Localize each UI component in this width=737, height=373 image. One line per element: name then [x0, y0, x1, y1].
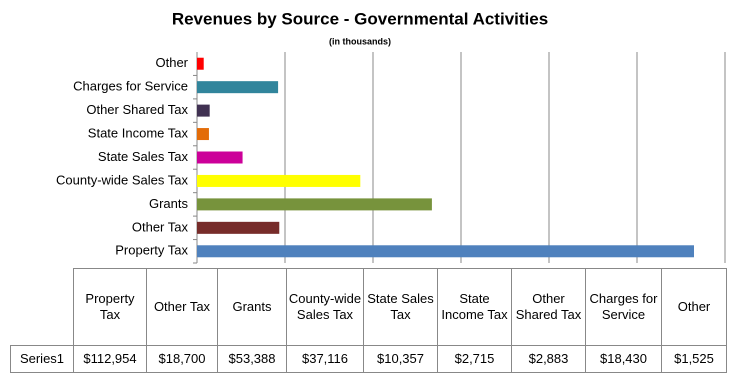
value-cell: $53,388 — [217, 345, 287, 373]
value-cell: $2,883 — [511, 345, 586, 373]
value-cell: $18,700 — [146, 345, 218, 373]
y-tick-label: State Income Tax — [88, 125, 189, 140]
value-cell: $18,430 — [585, 345, 662, 373]
y-tick-label: Property Tax — [115, 243, 188, 258]
column-header: Other Shared Tax — [511, 268, 586, 346]
data-table: Property Tax Other Tax Grants County-wide S… — [10, 268, 727, 373]
value-cell: $1,525 — [661, 345, 727, 373]
y-tick-label: Charges for Service — [73, 79, 188, 94]
column-header: Other — [661, 268, 727, 346]
value-cell: $37,116 — [286, 345, 364, 373]
bar — [197, 174, 361, 187]
column-header: State Sales Tax — [363, 268, 438, 346]
bar — [197, 221, 280, 234]
bar — [197, 128, 209, 141]
column-header: Charges for Service — [585, 268, 662, 346]
corner-cell — [10, 268, 74, 346]
y-tick-label: Other Tax — [132, 219, 189, 234]
bar — [197, 198, 432, 211]
series-label: Series1 — [10, 345, 74, 373]
data-row: Series1 $112,954 $18,700 $53,388 $37,116 $10,… — [10, 345, 727, 373]
column-header: County-wide Sales Tax — [286, 268, 364, 346]
value-cell: $10,357 — [363, 345, 438, 373]
column-header: Grants — [217, 268, 287, 346]
bar — [197, 245, 694, 258]
value-cell: $112,954 — [73, 345, 147, 373]
y-tick-label: County-wide Sales Tax — [56, 172, 188, 187]
column-header: Other Tax — [146, 268, 218, 346]
bar — [197, 151, 243, 164]
y-tick-label: Other — [155, 55, 188, 70]
y-tick-label: Other Shared Tax — [86, 102, 188, 117]
bar — [197, 81, 279, 94]
value-cell: $2,715 — [437, 345, 512, 373]
y-tick-label: Grants — [149, 196, 189, 211]
column-header: Property Tax — [73, 268, 147, 346]
chart-title: Revenues by Source - Governmental Activi… — [172, 9, 548, 28]
header-row: Property Tax Other Tax Grants County-wide S… — [10, 268, 727, 346]
column-header: State Income Tax — [437, 268, 512, 346]
y-tick-label: State Sales Tax — [98, 149, 189, 164]
chart-subtitle: (in thousands) — [329, 36, 391, 46]
bar — [197, 104, 210, 117]
chart: Revenues by Source - Governmental Activi… — [56, 9, 726, 264]
bar — [197, 57, 204, 70]
